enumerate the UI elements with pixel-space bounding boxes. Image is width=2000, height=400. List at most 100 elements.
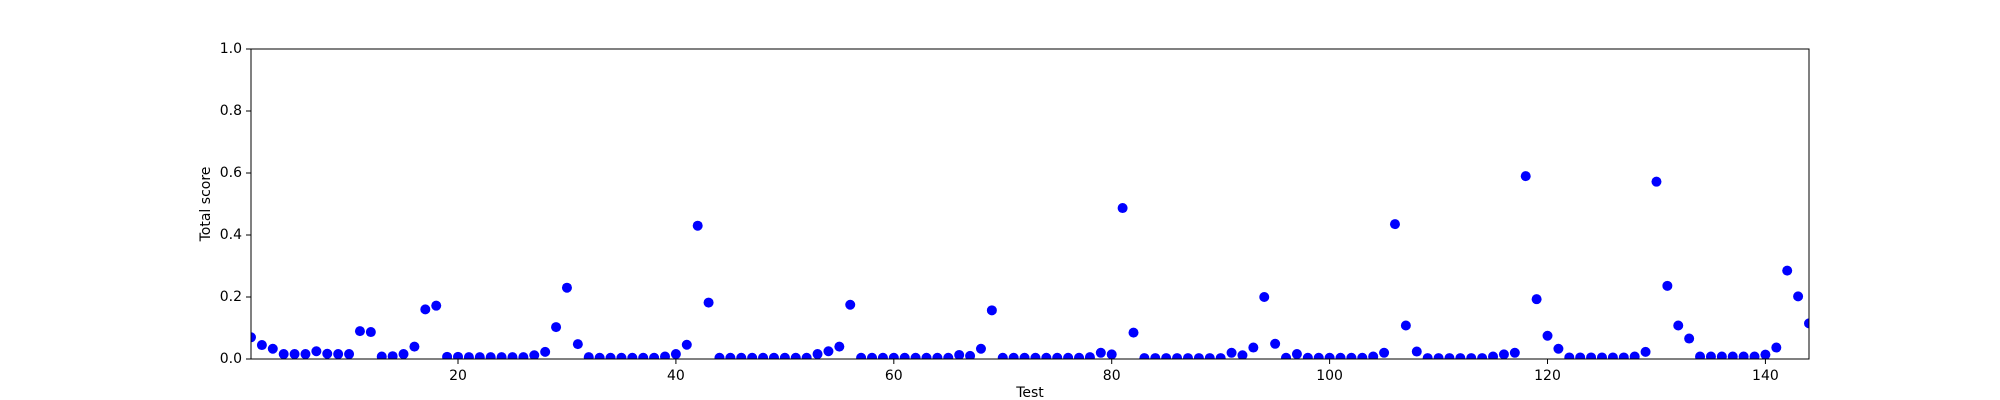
point <box>1498 349 1509 359</box>
point <box>1509 347 1520 358</box>
point <box>1444 353 1455 359</box>
point <box>1760 349 1771 359</box>
x-tick-label: 80 <box>1103 368 1121 384</box>
point <box>1259 292 1270 302</box>
point <box>1270 338 1281 349</box>
point <box>986 305 997 316</box>
point <box>1596 352 1607 359</box>
point <box>910 352 921 359</box>
point <box>1673 320 1684 331</box>
point <box>1291 349 1302 359</box>
x-tick-label: 120 <box>1534 368 1561 384</box>
point <box>529 350 540 359</box>
point <box>899 352 910 359</box>
point <box>1738 351 1749 359</box>
point <box>888 352 899 359</box>
point <box>463 352 474 359</box>
point <box>616 352 627 359</box>
point <box>1063 352 1074 359</box>
point <box>300 349 311 359</box>
point <box>376 351 387 359</box>
point <box>387 351 398 359</box>
point <box>605 352 616 359</box>
point <box>1182 353 1193 359</box>
point <box>1204 353 1215 359</box>
point <box>649 352 660 359</box>
point <box>354 326 365 337</box>
point <box>1150 353 1161 359</box>
point <box>267 343 278 354</box>
point <box>1618 352 1629 359</box>
point <box>1237 350 1248 359</box>
point <box>420 304 431 315</box>
point <box>518 352 529 359</box>
point <box>790 352 801 359</box>
point <box>747 352 758 359</box>
point <box>365 327 376 338</box>
y-tick-label: 0.4 <box>220 227 242 243</box>
point <box>398 349 409 359</box>
point <box>736 352 747 359</box>
point <box>333 349 344 359</box>
point <box>877 352 888 359</box>
points <box>251 171 1809 359</box>
point <box>1335 352 1346 359</box>
point <box>1389 219 1400 230</box>
point <box>1640 346 1651 357</box>
point <box>1553 343 1564 354</box>
point <box>1607 352 1618 359</box>
point <box>975 343 986 354</box>
point <box>496 352 507 359</box>
point <box>1488 351 1499 359</box>
point <box>1084 352 1095 359</box>
point <box>758 352 769 359</box>
point <box>561 282 572 293</box>
point <box>725 352 736 359</box>
point <box>1684 333 1695 344</box>
point <box>1716 351 1727 359</box>
x-tick-label: 140 <box>1752 368 1779 384</box>
point <box>1041 352 1052 359</box>
point <box>1564 352 1575 359</box>
point <box>867 352 878 359</box>
point <box>1466 353 1477 359</box>
point <box>251 332 256 343</box>
point <box>540 346 551 357</box>
point <box>409 341 420 352</box>
point <box>997 352 1008 359</box>
point <box>670 349 681 359</box>
point <box>1008 352 1019 359</box>
point <box>1248 342 1259 353</box>
point <box>1172 353 1183 359</box>
point <box>627 352 638 359</box>
point <box>921 352 932 359</box>
point <box>1019 352 1030 359</box>
point <box>1106 349 1117 359</box>
point <box>1161 353 1172 359</box>
point <box>954 349 965 359</box>
point <box>572 339 583 350</box>
point <box>1586 352 1597 359</box>
point <box>1030 352 1041 359</box>
point <box>932 352 943 359</box>
point <box>801 352 812 359</box>
point <box>1629 351 1640 359</box>
point <box>1705 351 1716 359</box>
point <box>278 349 289 359</box>
point <box>1074 352 1085 359</box>
point <box>1662 280 1673 291</box>
point <box>453 351 464 359</box>
point <box>714 352 725 359</box>
point <box>442 351 453 359</box>
y-tick-label: 0.2 <box>220 289 242 305</box>
point <box>1379 347 1390 358</box>
point <box>660 351 671 359</box>
point <box>823 346 834 357</box>
point <box>1804 318 1809 329</box>
point <box>1346 352 1357 359</box>
point <box>1782 265 1793 276</box>
point <box>1226 347 1237 358</box>
point <box>692 220 703 231</box>
